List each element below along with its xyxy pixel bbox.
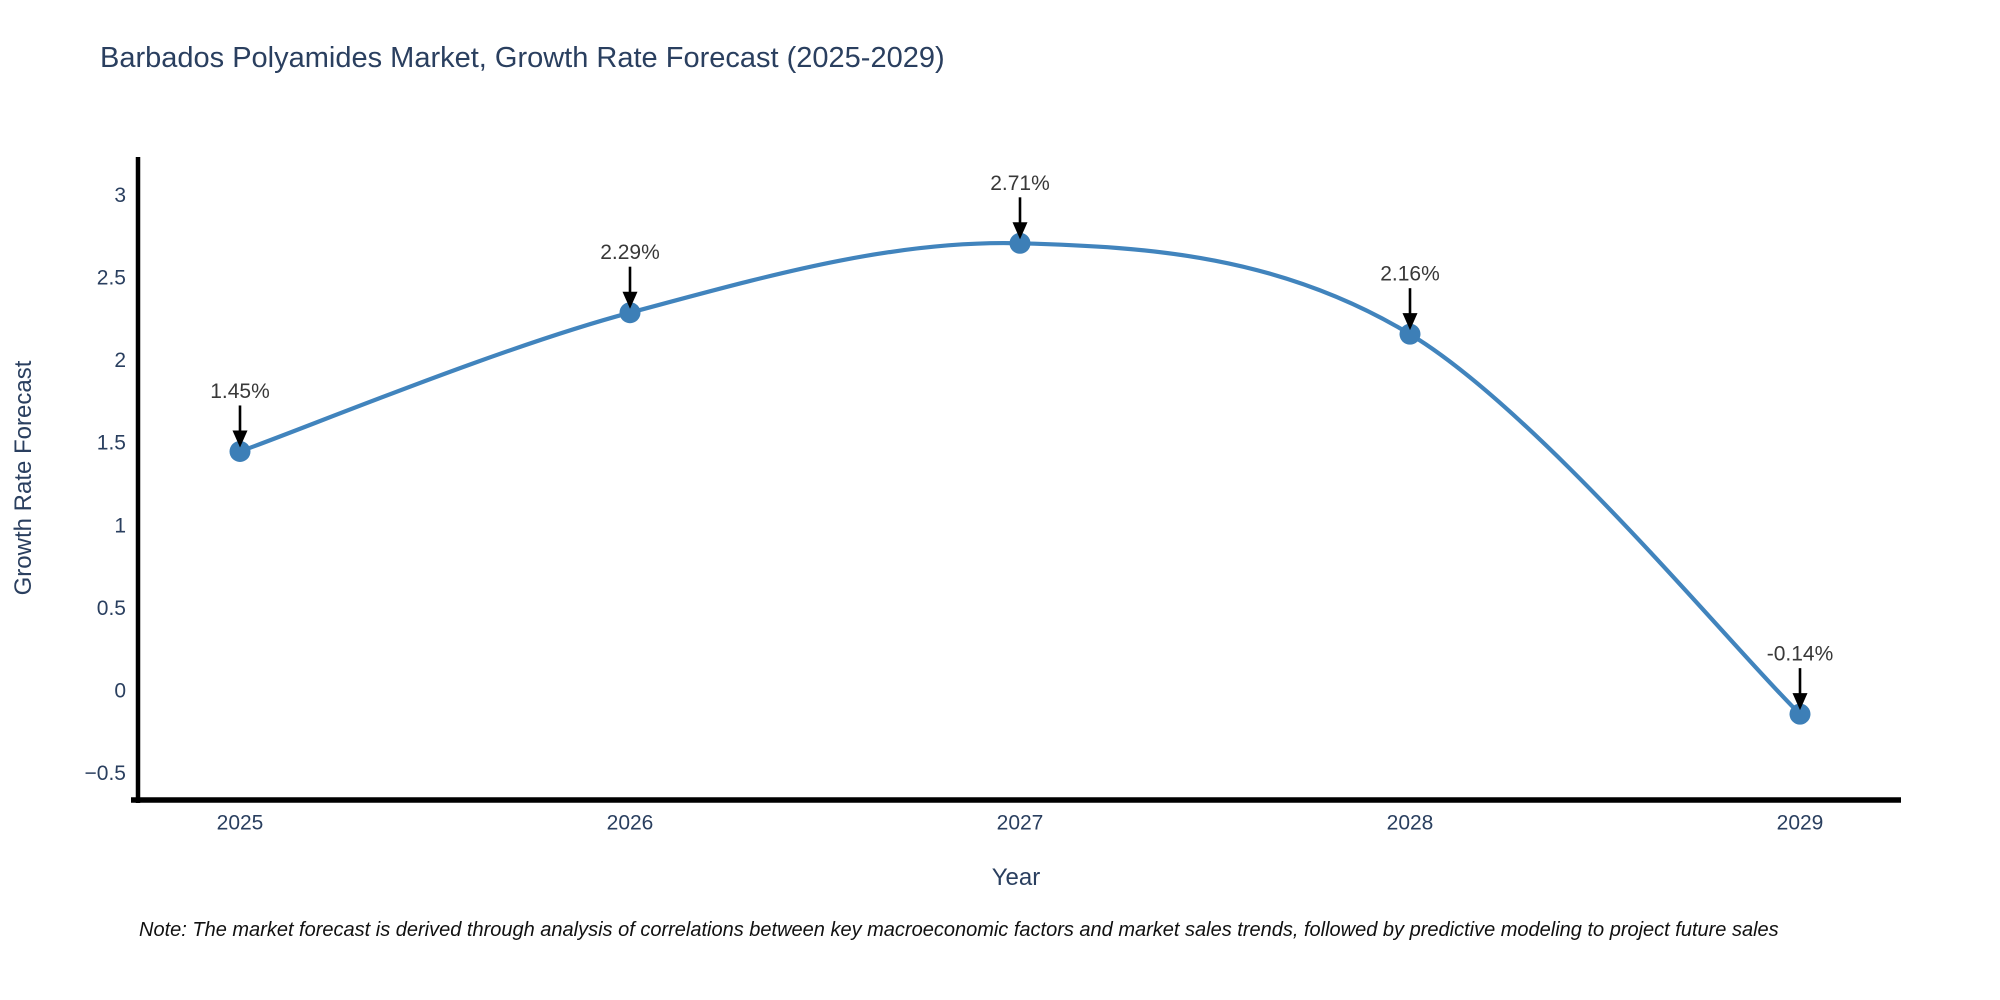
data-point-marker — [1009, 232, 1031, 254]
x-axis-title: Year — [991, 864, 1041, 891]
y-tick-label: −0.5 — [85, 762, 126, 785]
annotation-label: 2.29% — [600, 241, 660, 264]
x-tick-label: 2028 — [1387, 812, 1434, 835]
y-tick-label: 2.5 — [97, 267, 126, 290]
data-point-marker — [1399, 323, 1421, 345]
x-tick-label: 2027 — [997, 812, 1044, 835]
x-tick-label: 2026 — [607, 812, 654, 835]
x-tick-label: 2029 — [1777, 812, 1824, 835]
y-tick-label: 2 — [114, 349, 126, 372]
annotation-label: 2.71% — [990, 172, 1050, 195]
y-tick-label: 0 — [114, 680, 126, 703]
annotation-arrowhead-icon — [622, 291, 638, 309]
y-tick-label: 3 — [114, 184, 126, 207]
annotation-arrowhead-icon — [232, 430, 248, 448]
data-point-marker — [619, 302, 641, 324]
annotation-label: 2.16% — [1380, 263, 1440, 286]
footnote-text: Note: The market forecast is derived thr… — [139, 919, 1779, 941]
annotation-label: -0.14% — [1767, 643, 1834, 666]
annotation-arrowhead-icon — [1012, 222, 1028, 240]
data-point-marker — [229, 440, 251, 462]
chart-title: Barbados Polyamides Market, Growth Rate … — [100, 42, 945, 74]
y-tick-label: 1 — [114, 514, 126, 537]
annotation-arrowhead-icon — [1792, 693, 1808, 711]
annotation-label: 1.45% — [210, 380, 270, 403]
data-point-marker — [1789, 703, 1811, 725]
y-tick-label: 0.5 — [97, 597, 126, 620]
series-line — [237, 240, 1803, 717]
x-tick-label: 2025 — [217, 812, 264, 835]
annotation-arrowhead-icon — [1402, 313, 1418, 331]
y-tick-label: 1.5 — [97, 432, 126, 455]
